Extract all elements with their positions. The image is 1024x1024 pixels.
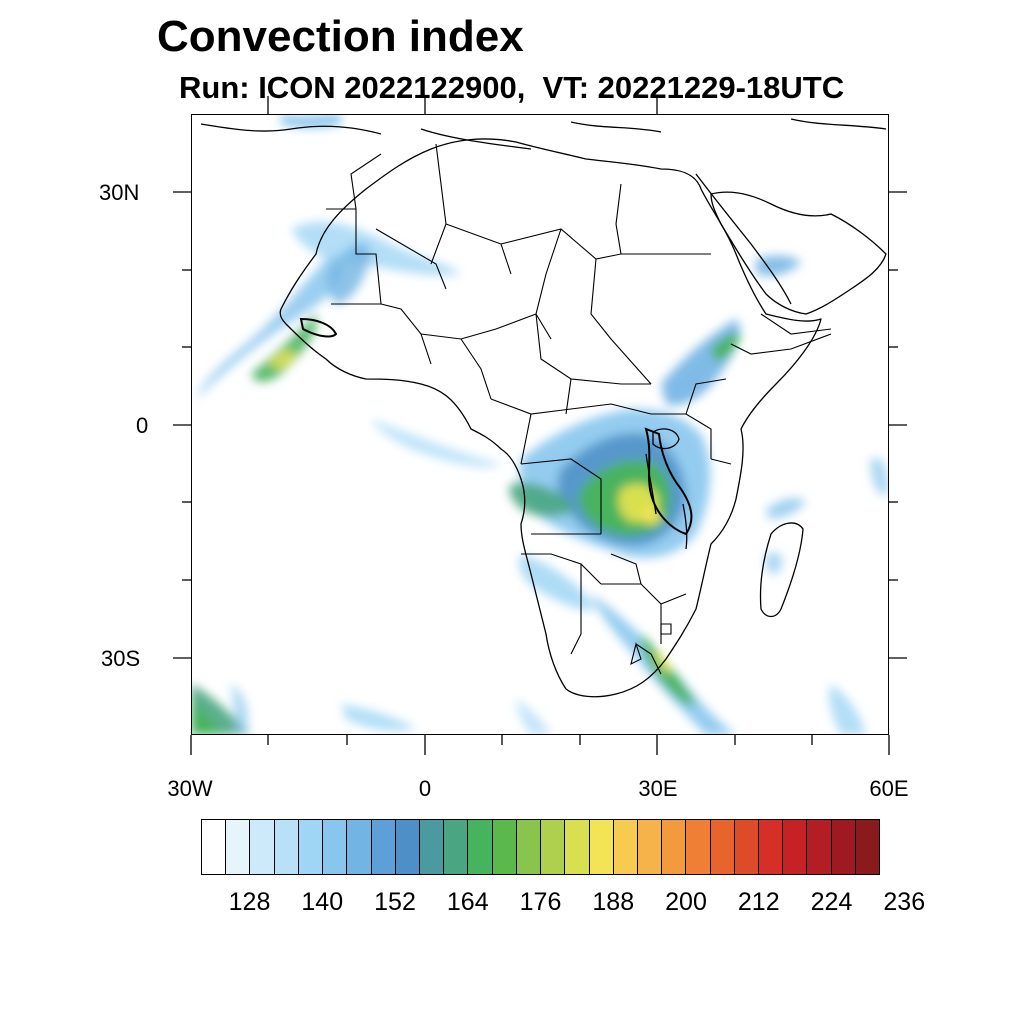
colorbar-swatch <box>541 820 566 874</box>
colorbar-swatch <box>807 820 832 874</box>
lon-label-30w: 30W <box>167 776 213 801</box>
colorbar-swatch <box>734 820 760 874</box>
colorbar-swatch <box>613 820 638 874</box>
colorbar-swatch <box>395 820 420 874</box>
colorbar-tick-label: 176 <box>519 888 562 916</box>
colorbar-swatch <box>759 820 784 874</box>
colorbar-swatch <box>686 820 711 874</box>
colorbar-swatch <box>419 820 445 874</box>
colorbar-swatch <box>783 820 808 874</box>
colorbar-swatch <box>516 820 542 874</box>
colorbar-tick-label: 212 <box>737 888 780 916</box>
colorbar-tick-label: 188 <box>592 888 635 916</box>
colorbar-swatch <box>371 820 396 874</box>
coastline-layer <box>200 118 887 698</box>
map-svg <box>191 114 889 735</box>
colorbar-swatch <box>589 820 614 874</box>
bold-outline-layer <box>299 317 693 536</box>
colorbar-swatch <box>831 820 856 874</box>
country-border-layer <box>326 143 832 675</box>
colorbar-swatch <box>662 820 687 874</box>
colorbar-swatch <box>565 820 590 874</box>
convection-field-layer <box>191 114 889 735</box>
colorbar-tick-label: 200 <box>665 888 707 916</box>
lat-label-30n: 30N <box>99 180 140 205</box>
colorbar-tick-label: 140 <box>301 888 344 916</box>
colorbar-swatch <box>637 820 663 874</box>
colorbar-swatch <box>323 820 348 874</box>
colorbar-swatch <box>710 820 735 874</box>
lat-label-30s: 30S <box>101 646 141 671</box>
colorbar-tick-label: 236 <box>883 888 926 916</box>
colorbar-swatch <box>250 820 275 874</box>
colorbar-swatch <box>468 820 493 874</box>
map-plot-area <box>191 114 889 735</box>
lon-label-0: 0 <box>418 776 432 801</box>
colorbar-tick-label: 128 <box>228 888 271 916</box>
colorbar-tick-label: 164 <box>446 888 489 916</box>
lon-label-60e: 60E <box>869 776 909 801</box>
colorbar-swatch <box>274 820 299 874</box>
colorbar-tick-label: 224 <box>810 888 853 916</box>
colorbar-swatch <box>202 820 227 874</box>
colorbar-swatch <box>444 820 469 874</box>
colorbar <box>201 819 880 875</box>
colorbar-swatch <box>226 820 251 874</box>
colorbar-tick-label: 152 <box>374 888 416 916</box>
colorbar-swatch <box>347 820 372 874</box>
colorbar-swatch <box>298 820 324 874</box>
chart-title: Convection index <box>157 12 524 61</box>
chart-subtitle: Run: ICON 2022122900, VT: 20221229-18UTC <box>179 70 845 105</box>
colorbar-swatch <box>855 820 880 874</box>
lat-label-0: 0 <box>136 413 149 438</box>
axis-ticks <box>173 96 907 755</box>
colorbar-swatch <box>492 820 517 874</box>
lon-label-30e: 30E <box>638 776 678 801</box>
